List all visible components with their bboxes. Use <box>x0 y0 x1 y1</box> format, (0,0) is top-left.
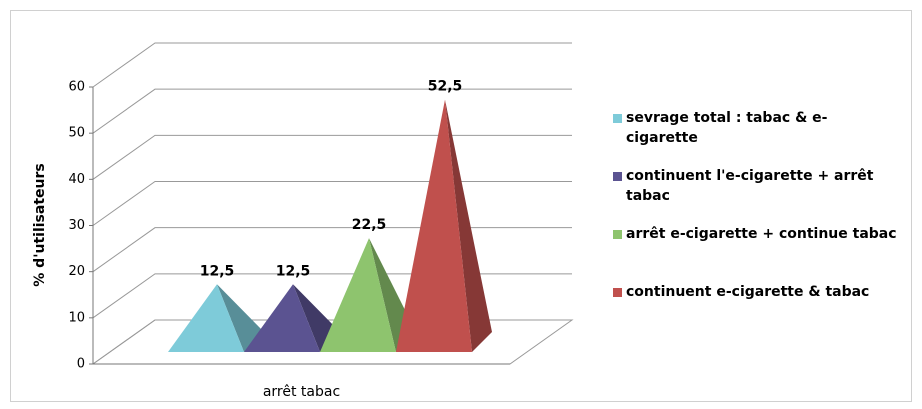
y-axis-label: % d'utilisateurs <box>32 163 48 286</box>
legend-swatch <box>613 114 622 123</box>
grid-line <box>92 42 572 88</box>
y-tick-label: 40 <box>68 172 85 187</box>
y-tick-label: 60 <box>68 80 85 95</box>
legend-label: continuent l'e-cigarette + arrêt tabac <box>626 168 874 204</box>
grid-line <box>92 134 572 180</box>
y-tick-label: 20 <box>68 264 85 279</box>
data-label: 12,5 <box>200 263 235 279</box>
data-label: 22,5 <box>352 217 387 233</box>
y-tick-label: 50 <box>68 126 85 141</box>
pyramid-front <box>244 284 320 352</box>
legend-label: arrêt e-cigarette + continue tabac <box>626 226 897 242</box>
legend-item: continuent l'e-cigarette + arrêt tabac <box>613 166 898 206</box>
pyramid-side <box>217 284 264 352</box>
pyramid-front <box>396 99 472 352</box>
pyramid <box>396 99 492 352</box>
y-tick-label: 0 <box>77 357 85 372</box>
legend-swatch <box>613 230 622 239</box>
y-tick-label: 30 <box>68 218 85 233</box>
legend-label: continuent e-cigarette & tabac <box>626 284 870 300</box>
pyramid-side <box>445 99 492 352</box>
grid-line <box>92 273 572 319</box>
data-label: 12,5 <box>276 263 311 279</box>
legend-swatch <box>613 288 622 297</box>
grid-line <box>92 88 572 134</box>
pyramid-front <box>168 284 244 352</box>
legend-item: continuent e-cigarette & tabac <box>613 282 898 302</box>
y-tick-label: 10 <box>68 310 85 325</box>
grid-line <box>92 227 572 273</box>
legend-item: arrêt e-cigarette + continue tabac <box>613 224 898 244</box>
pyramid <box>168 284 264 352</box>
legend-swatch <box>613 172 622 181</box>
grid-line <box>92 181 572 226</box>
legend-label: sevrage total : tabac & e-cigarette <box>626 110 828 146</box>
chart-border <box>10 10 912 402</box>
data-label: 52,5 <box>428 79 463 95</box>
x-tick-label: arrêt tabac <box>263 384 340 400</box>
legend-item: sevrage total : tabac & e-cigarette <box>613 108 898 148</box>
pyramid-front <box>320 238 396 352</box>
